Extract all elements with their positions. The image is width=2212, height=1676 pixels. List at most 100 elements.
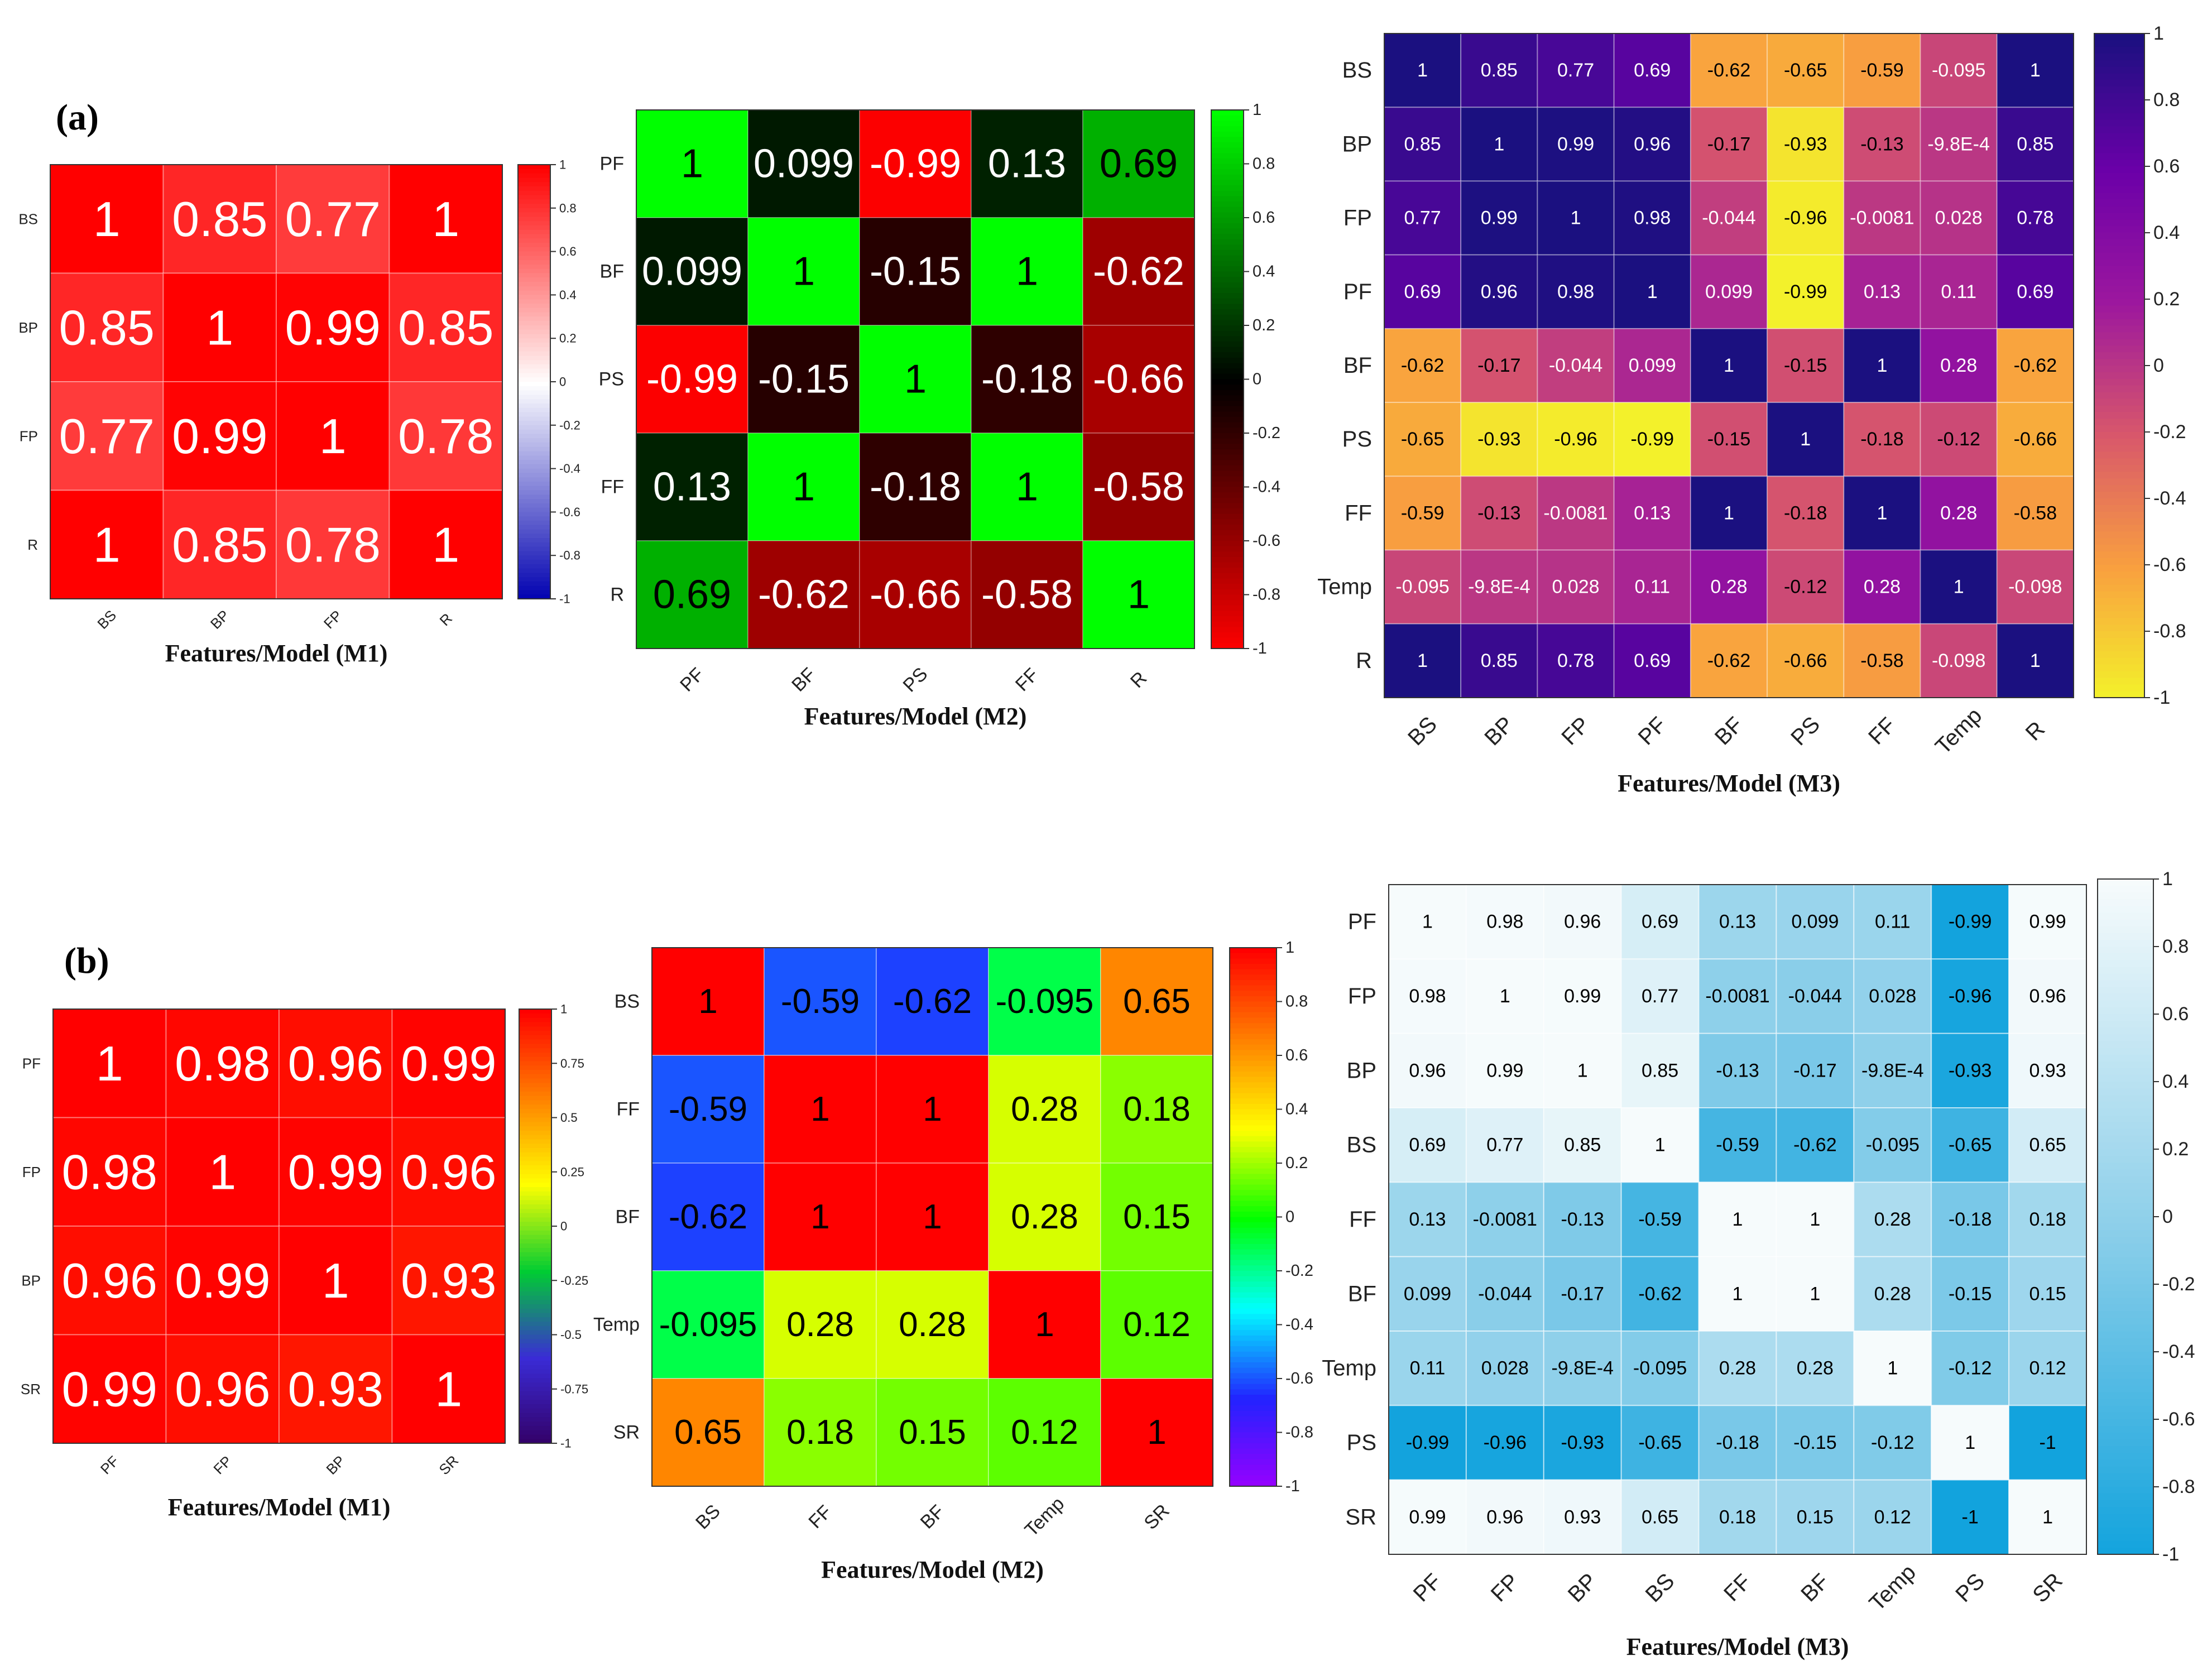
colorbar-segment: [1211, 330, 1244, 337]
colorbar-tick-label: 1: [560, 1002, 567, 1016]
heatmap-6: 1 0.98 0.96 0.69 0.13 0.099 0.11 -0.99 0.99 0.98 1…: [1322, 868, 2195, 1660]
cell-value-label: 1: [209, 1144, 236, 1199]
heatmap-cell: [636, 325, 748, 434]
colorbar-segment: [2098, 1507, 2153, 1515]
colorbar-segment: [2094, 385, 2144, 393]
colorbar-segment: [519, 1374, 551, 1379]
cell-value-label: 0.099: [1705, 281, 1753, 302]
cell-value-label: 1: [923, 1090, 942, 1128]
colorbar-segment: [519, 1343, 551, 1348]
colorbar-segment: [519, 1083, 551, 1088]
colorbar-segment: [519, 1317, 551, 1323]
colorbar-segment: [2094, 213, 2144, 220]
colorbar-segment: [1230, 1481, 1277, 1487]
x-tick-label: BF: [788, 664, 820, 696]
colorbar-segment: [1230, 1384, 1277, 1390]
cell-value-label: -0.59: [1860, 60, 1904, 81]
x-tick-label: BF: [1710, 712, 1748, 750]
heatmap-cell: [1543, 1331, 1622, 1406]
colorbar-segment: [1211, 643, 1244, 649]
colorbar-segment: [2094, 40, 2144, 47]
colorbar-tick-label: 1: [2162, 868, 2173, 890]
cell-value-label: -0.15: [1784, 355, 1827, 376]
colorbar-segment: [1211, 158, 1244, 165]
colorbar-segment: [1211, 207, 1244, 213]
heatmap-cell: [1613, 33, 1691, 108]
colorbar-tick-label: -1: [559, 592, 570, 606]
colorbar-segment: [1230, 1115, 1277, 1121]
colorbar-segment: [1230, 1050, 1277, 1056]
colorbar-segment: [1211, 637, 1244, 644]
y-tick-label: Temp: [1322, 1356, 1376, 1381]
colorbar-segment: [519, 1030, 551, 1036]
colorbar-tick-label: -0.8: [1253, 586, 1280, 604]
heatmap-cell: [1620, 884, 1700, 960]
colorbar-segment: [518, 585, 550, 591]
colorbar-segment: [2094, 305, 2144, 313]
colorbar-segment: [519, 1369, 551, 1375]
colorbar-segment: [1211, 530, 1244, 536]
cell-value-label: -0.62: [758, 573, 850, 617]
cell-value-label: 0.96: [1634, 133, 1671, 155]
colorbar-segment: [519, 1334, 551, 1340]
colorbar-segment: [2098, 1514, 2153, 1521]
colorbar-segment: [518, 425, 550, 430]
colorbar-segment: [1211, 385, 1244, 391]
colorbar-segment: [1230, 1233, 1277, 1240]
cell-value-label: 0.85: [1404, 133, 1441, 155]
heatmap-cell: [52, 1334, 167, 1444]
heatmap-cell: [50, 272, 164, 382]
colorbar-segment: [1230, 1206, 1277, 1212]
x-tick-label: BS: [1403, 712, 1442, 751]
heatmap-1: 1 0.85 0.77 1 0.85 1 0.99 0.85 0.77 0.99 1 0.78 1 0.8…: [18, 158, 580, 667]
cell-value-label: 1: [1035, 1305, 1054, 1344]
colorbar-segment: [518, 295, 550, 300]
cell-value-label: 0.028: [1552, 577, 1600, 598]
cell-value-label: -0.15: [758, 357, 850, 402]
cell-value-label: 0.28: [899, 1305, 966, 1344]
colorbar-segment: [518, 486, 550, 491]
colorbar-segment: [518, 490, 550, 496]
cell-value-label: -1: [2039, 1432, 2056, 1453]
colorbar-segment: [2094, 193, 2144, 200]
colorbar-segment: [1211, 347, 1244, 353]
colorbar-segment: [1230, 1071, 1277, 1078]
colorbar-segment: [1230, 1168, 1277, 1175]
colorbar-segment: [1230, 974, 1277, 981]
colorbar-segment: [1211, 228, 1244, 234]
heatmap-cell: [1082, 217, 1195, 326]
heatmap-cell: [988, 1378, 1101, 1487]
colorbar-segment: [2098, 1203, 2153, 1211]
heatmap-cell: [1920, 107, 1998, 182]
cell-value-label: 0.65: [1123, 982, 1191, 1021]
colorbar-segment: [519, 1391, 551, 1396]
colorbar-segment: [518, 356, 550, 361]
colorbar-segment: [518, 555, 550, 560]
colorbar-segment: [2094, 359, 2144, 366]
y-tick-label: FF: [601, 477, 624, 498]
heatmap-cell: [162, 164, 277, 274]
cell-value-label: 0.99: [1557, 133, 1594, 155]
colorbar-segment: [519, 1165, 551, 1170]
colorbar-tick-label: 1: [2153, 23, 2164, 44]
colorbar-segment: [519, 1434, 551, 1440]
heatmap-cell: [1853, 1107, 1932, 1183]
colorbar-segment: [1230, 1394, 1277, 1401]
colorbar-segment: [2098, 1399, 2153, 1406]
x-tick-label: FF: [1011, 664, 1043, 695]
colorbar-tick-label: -0.25: [560, 1274, 588, 1288]
colorbar-segment: [1230, 1120, 1277, 1126]
colorbar-tick-label: 0.2: [2162, 1139, 2189, 1160]
colorbar-segment: [1211, 433, 1244, 439]
cell-value-label: -0.65: [1638, 1432, 1682, 1453]
heatmap-cell: [391, 1334, 506, 1444]
colorbar-segment: [519, 1274, 551, 1279]
y-tick-label: FP: [20, 428, 38, 444]
colorbar-segment: [2098, 947, 2153, 954]
y-tick-label: BF: [616, 1207, 640, 1228]
cell-value-label: -0.17: [1477, 355, 1521, 376]
cell-value-label: 0.099: [642, 249, 742, 294]
cell-value-label: -0.66: [870, 573, 961, 617]
colorbar-segment: [2094, 46, 2144, 54]
heatmap-cell: [1100, 1055, 1213, 1164]
